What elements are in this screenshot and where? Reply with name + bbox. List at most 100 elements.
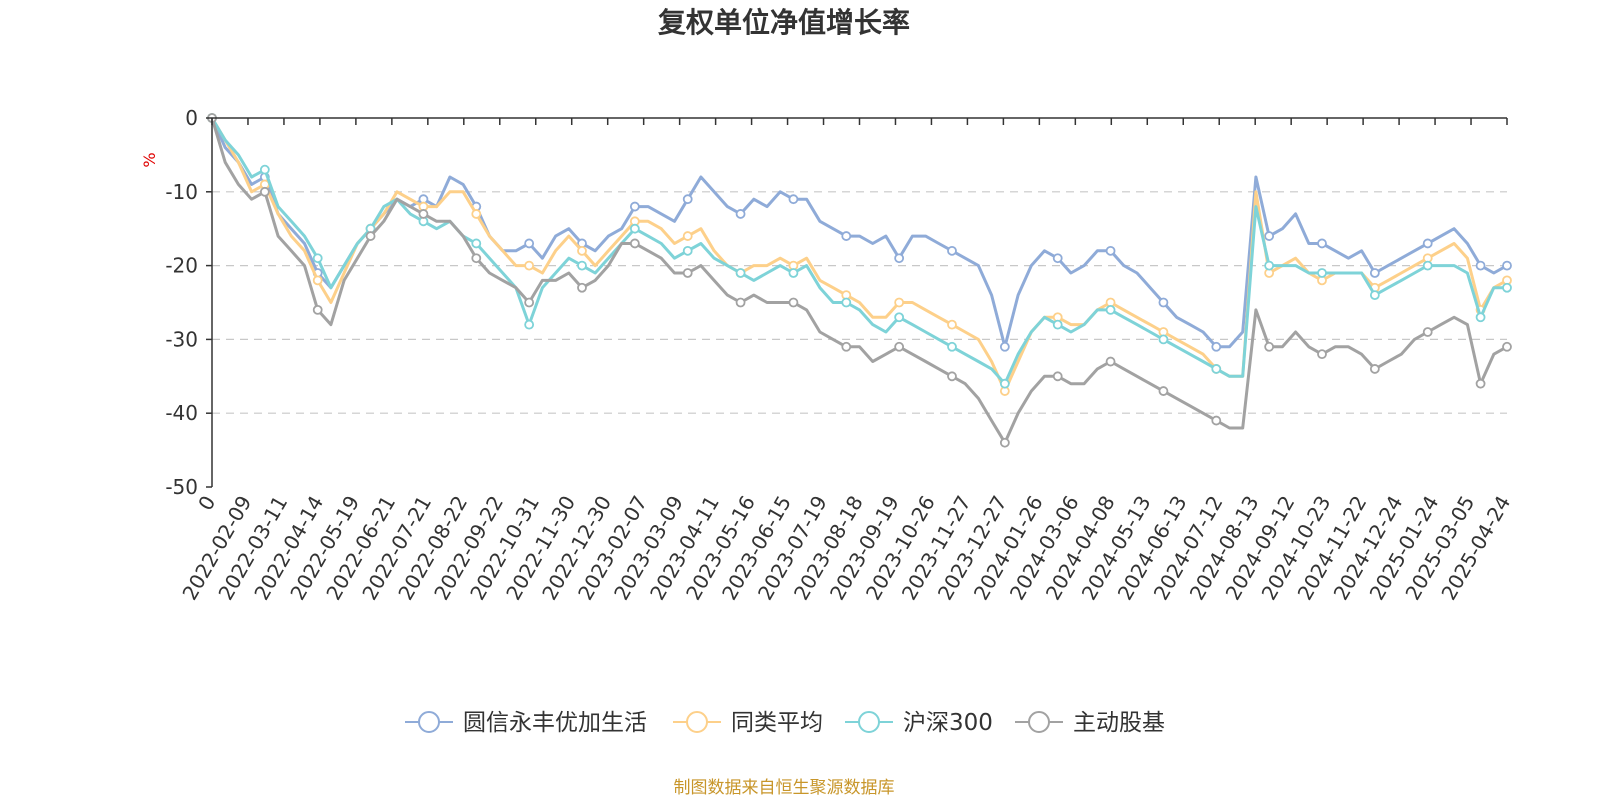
series-point <box>1317 238 1327 249</box>
y-tick-label: -50 <box>165 475 198 499</box>
legend-marker-icon <box>686 711 708 733</box>
series-point <box>1369 364 1380 374</box>
y-tick-label: -20 <box>165 254 198 278</box>
y-tick-label: -10 <box>165 180 198 204</box>
series-point <box>1502 260 1512 271</box>
series-point <box>1369 290 1380 301</box>
series-point <box>1475 378 1486 389</box>
series-point <box>1105 356 1116 367</box>
series-point <box>1158 386 1169 396</box>
series-point <box>259 186 270 197</box>
series-line-4 <box>210 116 1509 445</box>
series-point <box>471 253 482 264</box>
series-point <box>629 223 640 234</box>
series-point <box>365 231 376 241</box>
series-point <box>947 245 957 256</box>
series-point <box>312 275 323 286</box>
series-point <box>1211 364 1222 374</box>
legend[interactable]: 圆信永丰优加生活 同类平均 沪深300 主动股基 <box>405 710 1165 736</box>
series-point <box>312 253 323 264</box>
series-point <box>999 437 1010 448</box>
series-point <box>947 319 957 330</box>
series-point <box>894 312 905 323</box>
series-point <box>894 253 905 264</box>
series-point <box>1317 268 1327 278</box>
series-point <box>471 209 482 219</box>
series-point <box>999 341 1010 352</box>
series-point <box>841 231 852 241</box>
legend-item-4[interactable]: 主动股基 <box>1015 710 1165 736</box>
legend-marker-icon <box>418 711 440 733</box>
series-point <box>1422 238 1433 249</box>
series-point <box>947 371 957 382</box>
series-point <box>1317 349 1327 360</box>
legend-label: 圆信永丰优加生活 <box>463 710 647 736</box>
x-tick-label: 0 <box>193 492 220 515</box>
series-point <box>1158 297 1169 308</box>
series-point <box>1422 260 1433 271</box>
series-point <box>1105 245 1116 256</box>
series-point <box>1264 231 1275 241</box>
legend-label: 沪深300 <box>903 710 993 736</box>
series-point <box>1158 334 1169 345</box>
series-point <box>947 341 957 352</box>
legend-item-2[interactable]: 同类平均 <box>673 710 823 736</box>
series-point <box>682 245 693 256</box>
series-point <box>1475 312 1486 323</box>
y-axis-unit: % <box>140 152 159 167</box>
series-point <box>1105 304 1116 315</box>
y-tick-label: -30 <box>165 327 198 351</box>
series-point <box>682 231 693 241</box>
series-point <box>629 201 640 212</box>
series-point <box>682 268 693 278</box>
series-point <box>682 194 693 205</box>
chart-title: 复权单位净值增长率 <box>658 6 910 39</box>
series-point <box>418 209 429 219</box>
series-point <box>524 297 535 308</box>
legend-item-3[interactable]: 沪深300 <box>845 710 993 736</box>
legend-label: 主动股基 <box>1073 710 1165 736</box>
y-tick-label: 0 <box>185 106 198 130</box>
series-point <box>894 297 905 308</box>
series-point <box>1369 268 1380 278</box>
series-point <box>788 194 799 205</box>
series-point <box>1502 341 1512 352</box>
axis-layer: 0-10-20-30-40-5002022-02-092022-03-11202… <box>165 106 1515 604</box>
series-point <box>259 164 270 175</box>
series-point <box>1264 341 1275 352</box>
series-point <box>1052 319 1063 330</box>
series-point <box>577 260 587 271</box>
series-point <box>735 209 746 219</box>
series-point <box>1052 253 1063 264</box>
series-point <box>788 268 799 278</box>
series-point <box>577 282 587 293</box>
series-point <box>524 260 535 271</box>
series-point <box>735 297 746 308</box>
series-point <box>524 319 535 330</box>
series-point <box>999 378 1010 389</box>
series-point <box>1475 260 1486 271</box>
source-note: 制图数据来自恒生聚源数据库 <box>674 778 895 798</box>
series-point <box>1502 282 1512 293</box>
series-line-3 <box>210 116 1509 386</box>
series-point <box>788 297 799 308</box>
legend-marker-icon <box>1028 711 1050 733</box>
series-layer <box>207 113 1512 448</box>
y-tick-label: -40 <box>165 401 198 425</box>
series-point <box>1211 341 1222 352</box>
series-point <box>577 245 587 256</box>
series-point <box>1211 415 1222 426</box>
series-point <box>1422 327 1433 337</box>
series-line-1 <box>210 116 1509 349</box>
series-point <box>312 304 323 315</box>
legend-item-1[interactable]: 圆信永丰优加生活 <box>405 710 647 736</box>
series-point <box>894 341 905 352</box>
series-point <box>1052 371 1063 382</box>
legend-label: 同类平均 <box>731 710 823 736</box>
series-point <box>841 341 852 352</box>
series-point <box>735 268 746 278</box>
series-point <box>841 297 852 308</box>
legend-marker-icon <box>858 711 880 733</box>
series-point <box>1264 260 1275 271</box>
